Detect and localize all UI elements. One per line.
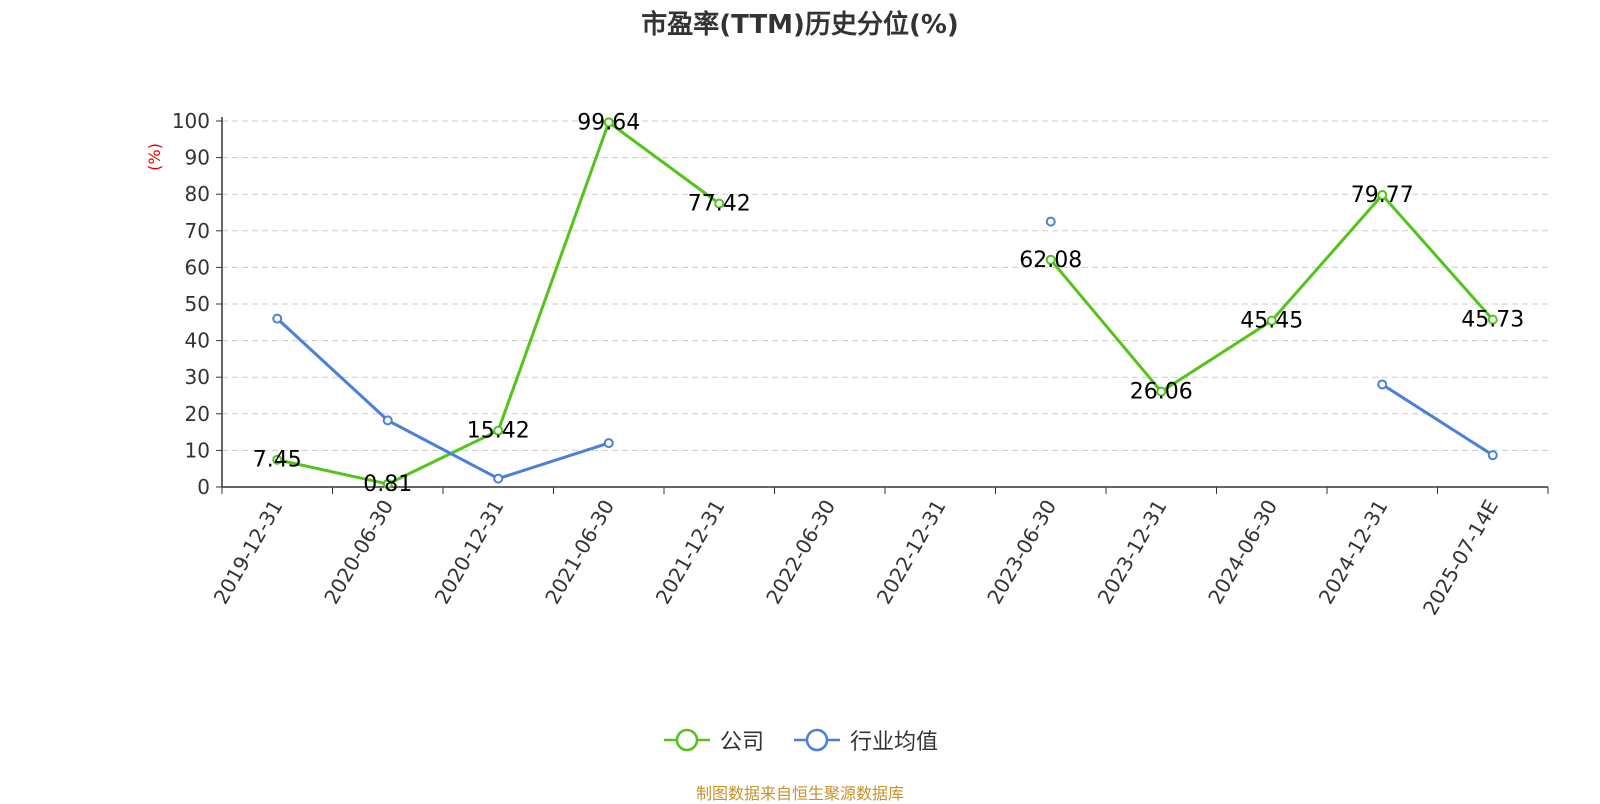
x-tick-label: 2024-06-30 — [1203, 496, 1282, 609]
x-tick-label: 2019-12-31 — [209, 496, 288, 609]
x-tick-label: 2024-12-31 — [1314, 496, 1393, 609]
legend-circle — [675, 728, 699, 752]
y-axis-label: (%) — [145, 143, 164, 171]
data-point — [714, 198, 725, 209]
series-line — [1049, 193, 1494, 394]
data-label: 7.45 — [253, 448, 302, 473]
legend-label: 行业均值 — [850, 730, 939, 755]
series-line — [276, 317, 610, 481]
grid-lines — [222, 120, 1548, 451]
data-point — [493, 425, 504, 436]
data-point — [272, 313, 283, 324]
y-tick-label: 20 — [185, 402, 210, 426]
y-tick-label: 30 — [185, 365, 210, 389]
data-point — [603, 438, 614, 449]
legend-circle — [805, 728, 829, 752]
data-label: 62.08 — [1019, 248, 1082, 273]
data-point — [1377, 190, 1388, 201]
data-point — [382, 415, 393, 426]
legend-marker-icon — [663, 728, 710, 752]
x-tick-label: 2021-12-31 — [651, 496, 730, 609]
source-note: 制图数据来自恒生聚源数据库 — [695, 784, 904, 803]
data-label: 99.64 — [577, 110, 640, 135]
data-point — [1045, 216, 1056, 227]
data-point — [1266, 315, 1277, 326]
data-label: 79.77 — [1351, 183, 1414, 208]
legend: 公司 行业均值 — [0, 722, 1600, 758]
data-label: 0.81 — [363, 472, 412, 497]
series-line — [1381, 383, 1494, 457]
y-tick-label: 90 — [185, 146, 210, 170]
y-tick-label: 40 — [185, 329, 210, 353]
legend-marker-icon — [794, 728, 840, 752]
axes: 0 10 20 30 40 50 60 70 80 90 100 2019-12-31 2020-06-… — [172, 109, 1549, 620]
series — [272, 117, 1498, 490]
x-tick-label: 2025-07-14E — [1418, 496, 1503, 620]
chart-title: 市盈率(TTM)历史分位(%) — [641, 10, 959, 40]
data-point — [382, 479, 393, 490]
x-tick-label: 2022-12-31 — [872, 496, 951, 609]
data-label: 45.45 — [1240, 309, 1303, 334]
x-tick-label: 2023-12-31 — [1093, 496, 1172, 609]
x-tick-label: 2021-06-30 — [540, 496, 619, 609]
y-tick-label: 0 — [197, 475, 210, 499]
data-point — [493, 473, 504, 484]
y-tick-label: 50 — [185, 292, 210, 316]
x-tick-label: 2022-06-30 — [761, 496, 840, 609]
x-tick-label: 2020-06-30 — [319, 496, 398, 609]
y-tick-label: 100 — [172, 109, 210, 133]
y-tick-label: 80 — [185, 182, 210, 206]
data-point — [1487, 450, 1498, 461]
data-point — [603, 117, 614, 128]
data-label: 45.73 — [1461, 308, 1524, 333]
x-tick-label: 2020-12-31 — [430, 496, 509, 609]
legend-item[interactable]: 行业均值 — [792, 724, 938, 756]
y-tick-label: 10 — [185, 438, 210, 462]
data-label: 15.42 — [467, 419, 530, 444]
data-label: 77.42 — [688, 192, 751, 217]
data-point — [1156, 386, 1167, 397]
legend-item[interactable]: 公司 — [662, 724, 764, 756]
x-tick-label: 2023-06-30 — [982, 496, 1061, 609]
data-label: 26.06 — [1130, 380, 1193, 405]
data-labels: 7.45 0.81 15.42 99.64 77.42 62.08 26.06 45.45 79… — [253, 110, 1524, 497]
legend-label: 公司 — [719, 730, 764, 755]
data-point — [272, 454, 283, 465]
y-tick-label: 70 — [185, 219, 210, 243]
y-tick-label: 60 — [185, 255, 210, 279]
data-point — [1377, 379, 1388, 390]
data-point — [1487, 314, 1498, 325]
data-point — [1045, 254, 1056, 265]
